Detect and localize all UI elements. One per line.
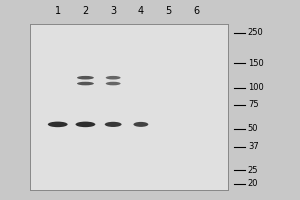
Ellipse shape — [134, 122, 148, 127]
Text: 20: 20 — [248, 179, 258, 188]
Ellipse shape — [77, 82, 94, 85]
Ellipse shape — [105, 122, 122, 127]
Text: 50: 50 — [248, 124, 258, 133]
Text: 25: 25 — [248, 166, 258, 175]
Text: 37: 37 — [248, 142, 259, 151]
Ellipse shape — [106, 76, 121, 79]
Ellipse shape — [77, 76, 94, 79]
Text: 100: 100 — [248, 83, 264, 92]
Text: 250: 250 — [248, 28, 264, 37]
Ellipse shape — [76, 122, 95, 127]
Ellipse shape — [48, 122, 68, 127]
Ellipse shape — [106, 82, 121, 85]
Text: 150: 150 — [248, 59, 264, 68]
Text: 75: 75 — [248, 100, 259, 109]
